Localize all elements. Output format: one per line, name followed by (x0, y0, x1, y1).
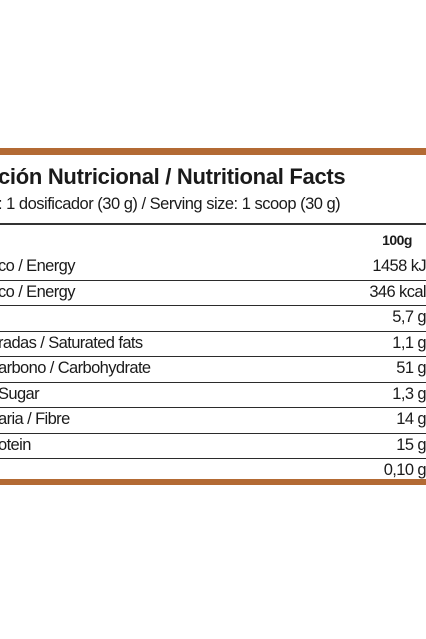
serving-size-text: : 1 dosificador (30 g) / Serving size: 1… (0, 195, 341, 213)
header-divider (0, 223, 426, 225)
table-row: arbono / Carbohydrate 51 g (0, 357, 426, 383)
row-value: 15 g (396, 435, 426, 454)
row-label: co / Energy (0, 257, 75, 275)
table-row: co / Energy 346 kcal (0, 281, 426, 306)
table-row: Sugar 1,3 g (0, 383, 426, 408)
row-value: 5,7 g (392, 308, 426, 326)
bottom-accent-band (0, 479, 426, 485)
row-label: otein (0, 435, 31, 454)
row-label: co / Energy (0, 282, 75, 301)
nutrition-table: co / Energy 1458 kJ co / Energy 346 kcal… (0, 255, 426, 485)
top-accent-band (0, 148, 426, 155)
row-label: aria / Fibre (0, 410, 70, 428)
row-value: 346 kcal (369, 282, 426, 301)
row-value: 0,10 g (383, 461, 426, 479)
row-label: arbono / Carbohydrate (0, 359, 151, 377)
row-value: 51 g (396, 359, 426, 377)
row-label: Sugar (0, 384, 40, 403)
table-row: radas / Saturated fats 1,1 g (0, 332, 426, 357)
table-row: 5,7 g (0, 306, 426, 332)
table-row: aria / Fibre 14 g (0, 408, 426, 434)
row-value: 1,1 g (392, 333, 426, 352)
row-value: 14 g (396, 410, 426, 428)
table-row: co / Energy 1458 kJ (0, 255, 426, 281)
row-value: 1458 kJ (372, 257, 426, 275)
table-row: otein 15 g (0, 434, 426, 459)
row-value: 1,3 g (392, 384, 426, 403)
row-label: radas / Saturated fats (0, 333, 143, 352)
nutrition-title: ción Nutricional / Nutritional Facts (0, 164, 346, 189)
column-header-100g: 100g (382, 232, 412, 248)
